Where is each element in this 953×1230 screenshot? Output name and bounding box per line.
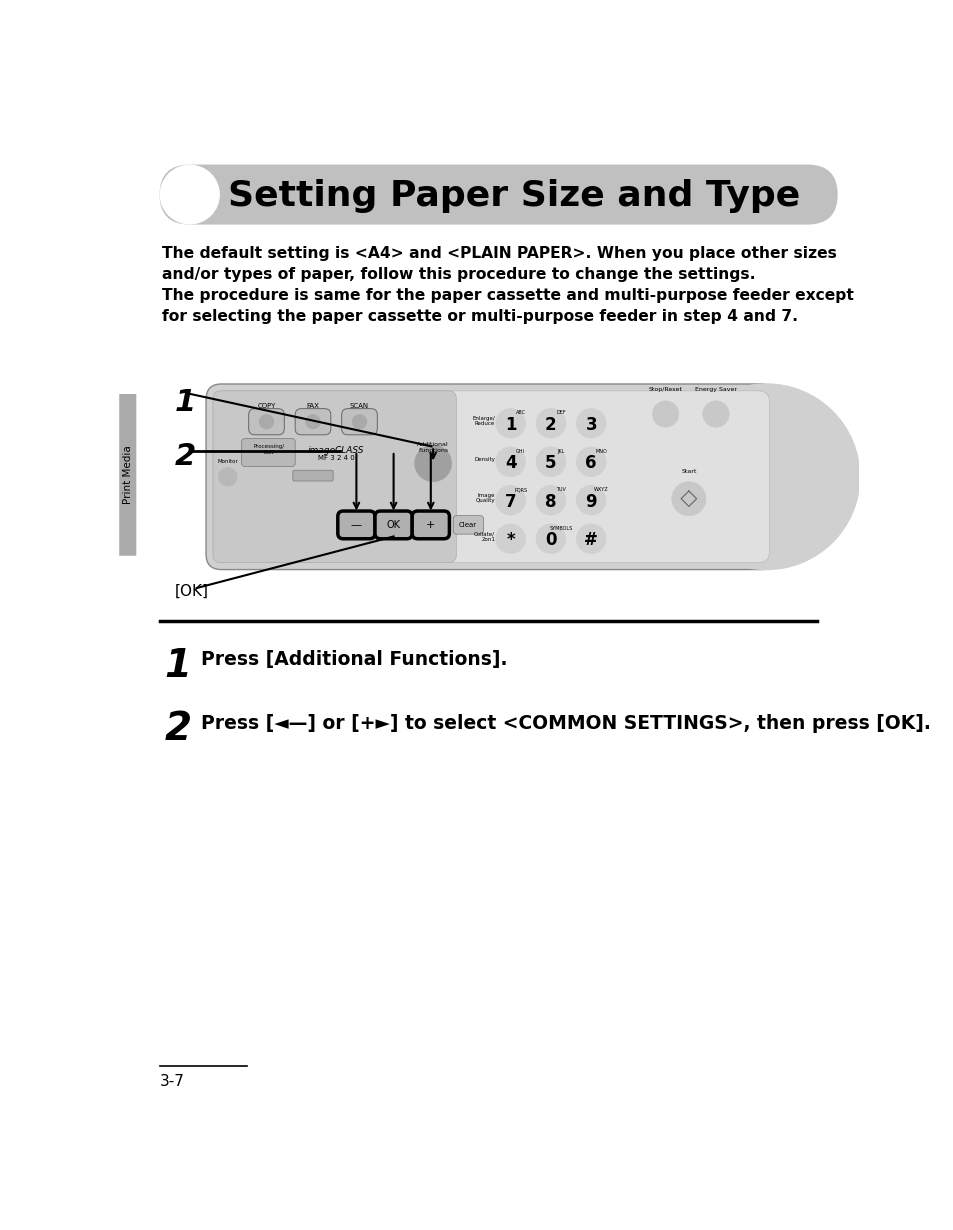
Text: [OK]: [OK] (174, 584, 209, 599)
Text: Image
Quality: Image Quality (475, 492, 495, 503)
FancyBboxPatch shape (293, 470, 333, 481)
FancyBboxPatch shape (159, 165, 837, 225)
Text: ABC: ABC (516, 410, 525, 416)
Circle shape (702, 401, 728, 427)
Text: GHI: GHI (516, 449, 525, 454)
Text: SYMBOLS: SYMBOLS (549, 525, 572, 530)
Text: Density: Density (474, 458, 495, 462)
Circle shape (536, 448, 565, 476)
Text: 8: 8 (544, 493, 557, 510)
Circle shape (416, 446, 450, 480)
Text: SCAN: SCAN (350, 403, 369, 410)
Text: #: # (583, 531, 598, 550)
FancyBboxPatch shape (453, 515, 483, 534)
Circle shape (671, 482, 705, 515)
Text: +: + (426, 520, 435, 530)
Text: WXYZ: WXYZ (594, 487, 608, 492)
Text: for selecting the paper cassette or multi-purpose feeder in step 4 and 7.: for selecting the paper cassette or mult… (162, 309, 797, 323)
Circle shape (496, 408, 525, 438)
Text: 2: 2 (164, 710, 191, 748)
Text: 1: 1 (504, 416, 516, 434)
Text: *: * (506, 531, 515, 550)
Text: 4: 4 (504, 454, 516, 472)
Circle shape (218, 467, 236, 486)
Circle shape (576, 486, 605, 515)
Text: MF 3 2 4 0: MF 3 2 4 0 (317, 455, 355, 461)
Text: Functions: Functions (417, 448, 448, 453)
FancyBboxPatch shape (119, 394, 136, 556)
Text: Stop/Reset: Stop/Reset (648, 387, 681, 392)
Text: Energy Saver: Energy Saver (695, 387, 737, 392)
Text: Monitor: Monitor (217, 459, 238, 464)
FancyBboxPatch shape (213, 391, 456, 562)
Text: Collate/
2on1: Collate/ 2on1 (474, 531, 495, 542)
Text: The procedure is same for the paper cassette and multi-purpose feeder except: The procedure is same for the paper cass… (162, 288, 853, 303)
Circle shape (536, 486, 565, 515)
Circle shape (259, 415, 274, 428)
Text: 1: 1 (164, 647, 191, 685)
Circle shape (496, 486, 525, 515)
Circle shape (306, 415, 319, 428)
FancyBboxPatch shape (249, 408, 284, 435)
Text: FAX: FAX (306, 403, 319, 410)
FancyBboxPatch shape (337, 510, 375, 539)
Text: The default setting is <A4> and <PLAIN PAPER>. When you place other sizes: The default setting is <A4> and <PLAIN P… (162, 246, 836, 261)
Text: Setting Paper Size and Type: Setting Paper Size and Type (228, 180, 800, 213)
Text: 2: 2 (544, 416, 557, 434)
Circle shape (652, 401, 679, 427)
Text: Enlarge/
Reduce: Enlarge/ Reduce (472, 416, 495, 427)
Circle shape (536, 408, 565, 438)
Text: 3-7: 3-7 (159, 1074, 184, 1089)
Circle shape (160, 165, 219, 224)
Text: Clear: Clear (458, 522, 476, 528)
Text: 2: 2 (174, 442, 196, 471)
Text: 3: 3 (585, 416, 597, 434)
Text: Press [◄—] or [+►] to select <COMMON SETTINGS>, then press [OK].: Press [◄—] or [+►] to select <COMMON SET… (200, 713, 929, 733)
Text: Processing/: Processing/ (253, 444, 284, 449)
FancyBboxPatch shape (213, 391, 769, 562)
Text: OK: OK (386, 520, 400, 530)
Text: COPY: COPY (257, 403, 275, 410)
Circle shape (536, 524, 565, 554)
Text: PQRS: PQRS (514, 487, 527, 492)
Circle shape (353, 415, 366, 428)
Text: Print Media: Print Media (123, 445, 132, 504)
Text: 9: 9 (585, 493, 597, 510)
Circle shape (672, 384, 859, 569)
Text: 7: 7 (504, 493, 516, 510)
Text: 1: 1 (174, 387, 196, 417)
Text: Additional: Additional (416, 442, 449, 446)
Text: and/or types of paper, follow this procedure to change the settings.: and/or types of paper, follow this proce… (162, 267, 755, 282)
FancyBboxPatch shape (294, 408, 331, 435)
Text: 5: 5 (544, 454, 557, 472)
Circle shape (576, 524, 605, 554)
Circle shape (496, 448, 525, 476)
Text: JKL: JKL (557, 449, 564, 454)
Circle shape (576, 448, 605, 476)
Text: 6: 6 (585, 454, 597, 472)
FancyBboxPatch shape (412, 510, 449, 539)
FancyBboxPatch shape (206, 384, 776, 569)
FancyBboxPatch shape (375, 510, 412, 539)
Text: MNO: MNO (595, 449, 606, 454)
Text: imageCLASS: imageCLASS (308, 446, 364, 455)
FancyBboxPatch shape (341, 408, 377, 435)
Text: DEF: DEF (556, 410, 565, 416)
Text: Start: Start (680, 470, 696, 475)
Text: TUV: TUV (556, 487, 565, 492)
Text: Edit: Edit (263, 450, 274, 455)
Text: 0: 0 (544, 531, 557, 550)
Circle shape (496, 524, 525, 554)
Text: Press [Additional Functions].: Press [Additional Functions]. (200, 651, 507, 669)
FancyBboxPatch shape (241, 439, 294, 466)
Text: —: — (351, 520, 361, 530)
Circle shape (576, 408, 605, 438)
